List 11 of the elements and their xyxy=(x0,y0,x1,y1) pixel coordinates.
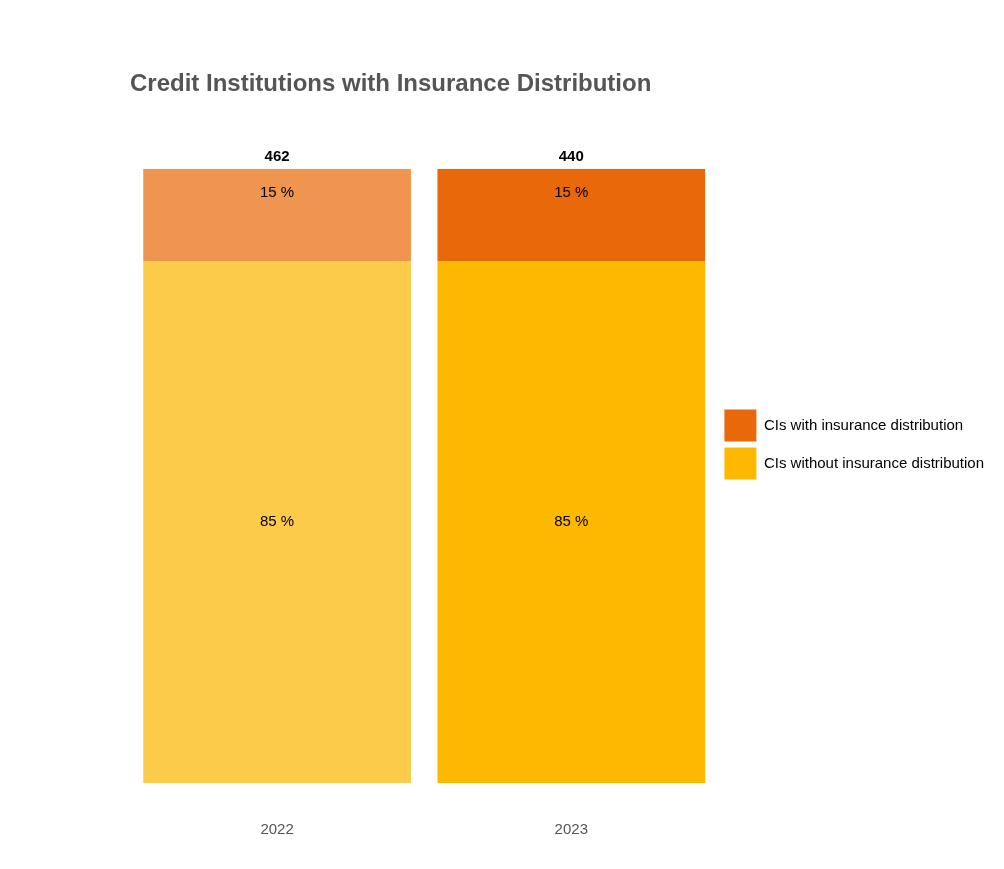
x-tick-label: 2022 xyxy=(260,820,294,838)
legend-label: CIs with insurance distribution xyxy=(763,415,964,433)
annotation: 440 xyxy=(558,147,584,165)
chart-title: Credit Institutions with Insurance Distribution xyxy=(130,69,652,97)
legend-label: CIs without insurance distribution xyxy=(763,453,984,471)
x-tick-label: 2023 xyxy=(554,820,588,838)
data-label: 15 % xyxy=(554,182,589,200)
data-label: 15 % xyxy=(260,182,295,200)
annotation: 462 xyxy=(264,147,290,165)
data-label: 85 % xyxy=(554,512,589,530)
data-label: 85 % xyxy=(260,512,295,530)
